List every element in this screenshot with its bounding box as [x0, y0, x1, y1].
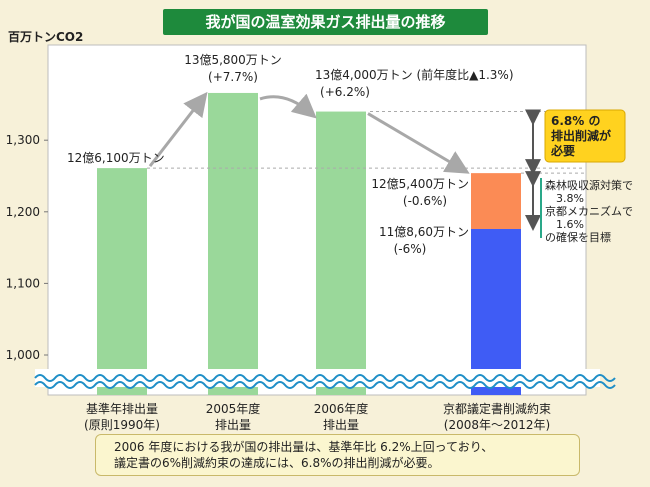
bar — [208, 92, 258, 395]
category-label: (2008年〜2012年) — [444, 418, 550, 432]
value-label-2006-change: (+6.2%) — [320, 85, 370, 99]
bar — [97, 168, 147, 395]
bar-reduction-segment — [471, 173, 521, 229]
category-label: (原則1990年) — [84, 418, 160, 432]
value-label-target: 11億8,60万トン — [379, 225, 469, 239]
category-label: 排出量 — [323, 418, 359, 432]
y-tick-label: 1,200 — [6, 205, 40, 219]
trend-arrow — [259, 93, 317, 119]
category-label: 基準年排出量 — [86, 401, 158, 416]
value-label-target-change: (-6%) — [394, 242, 427, 256]
callout-forest-text: 1.6% — [556, 218, 584, 231]
value-label-2005: 13億5,800万トン — [184, 53, 282, 67]
callout-forest-text: の確保を目標 — [545, 230, 611, 244]
bar-target-segment — [471, 228, 521, 395]
axis-break-wave — [34, 374, 616, 382]
callout-reduction-text: 必要 — [550, 143, 575, 158]
axis-break-wave — [34, 381, 616, 389]
y-tick-label: 1,000 — [6, 348, 40, 362]
y-tick-label: 1,100 — [6, 276, 40, 290]
value-label-2006: 13億4,000万トン (前年度比▲1.3%) — [315, 67, 514, 82]
callout-reduction-box — [544, 109, 626, 163]
callout-forest-text: 京都メカニズムで — [545, 204, 633, 218]
callout-forest-text: 森林吸収源対策で — [545, 178, 633, 192]
category-label: 排出量 — [215, 418, 251, 432]
callout-reduction-text: 排出削減が — [551, 128, 611, 143]
summary-note: 2006 年度における我が国の排出量は、基準年比 6.2%上回っており、 議定書… — [95, 434, 580, 476]
category-label: 2005年度 — [206, 401, 261, 416]
chart-title: 我が国の温室効果ガス排出量の推移 — [163, 9, 488, 35]
y-axis-unit: 百万トンCO2 — [8, 30, 84, 44]
trend-arrow — [367, 112, 470, 174]
callout-reduction-text: 6.8% の — [551, 114, 600, 128]
callout-forest-text: 3.8% — [556, 192, 584, 205]
summary-note-line-2: 議定書の6%削減約束の達成には、6.8%の排出削減が必要。 — [114, 456, 440, 470]
y-tick-label: 1,300 — [6, 133, 40, 147]
category-label: 京都議定書削減約束 — [443, 401, 551, 416]
value-label-base: 12億6,100万トン — [67, 151, 165, 165]
value-label-reduction: 12億5,400万トン — [371, 177, 469, 191]
summary-note-line-1: 2006 年度における我が国の排出量は、基準年比 6.2%上回っており、 — [114, 440, 494, 454]
category-label: 2006年度 — [314, 401, 369, 416]
value-label-2005-change: (+7.7%) — [208, 70, 258, 84]
value-label-reduction-change: (-0.6%) — [403, 194, 447, 208]
bar — [316, 111, 366, 395]
trend-arrow — [148, 91, 208, 168]
